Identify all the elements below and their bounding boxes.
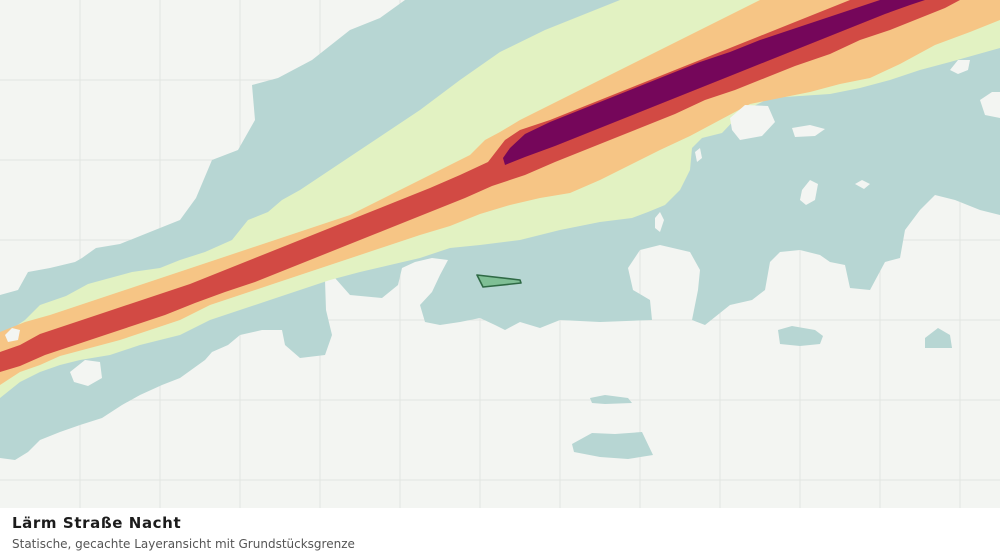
map-caption: Lärm Straße Nacht Statische, gecachte La…	[0, 508, 1000, 560]
noise-zone-level-3	[0, 0, 1000, 385]
layer-subtitle: Statische, gecachte Layeransicht mit Gru…	[12, 537, 355, 551]
noise-zone-gaps	[5, 60, 1000, 386]
noise-map[interactable]	[0, 0, 1000, 508]
layer-title: Lärm Straße Nacht	[12, 514, 182, 532]
parcel-boundary-icon[interactable]	[476, 274, 522, 288]
noise-zone-level-4	[0, 0, 960, 372]
noise-zone-level-5	[503, 0, 925, 165]
